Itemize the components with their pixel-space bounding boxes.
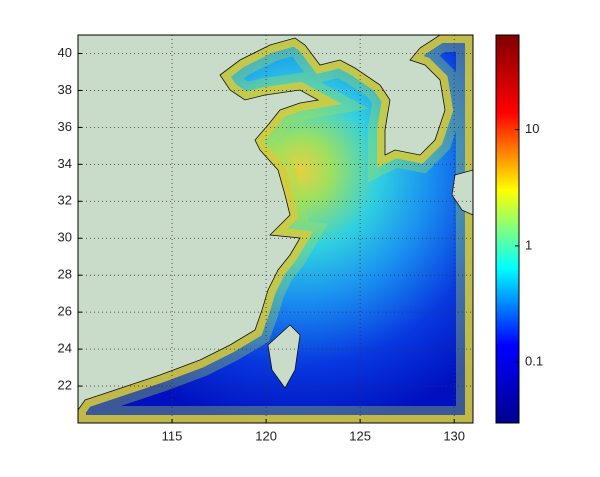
colorbar	[495, 34, 520, 424]
colorbar-tick-label: 10	[525, 121, 539, 136]
y-tick-label: 30	[58, 230, 72, 245]
y-tick-label: 34	[58, 156, 72, 171]
x-tick-label: 120	[255, 428, 277, 443]
island	[451, 169, 474, 216]
x-tick-label: 115	[162, 428, 183, 443]
x-tick-label: 130	[443, 428, 465, 443]
y-tick-label: 24	[58, 341, 72, 356]
y-tick-label: 36	[58, 119, 72, 134]
y-tick-label: 26	[58, 304, 72, 319]
x-tick-label: 125	[349, 428, 371, 443]
island	[267, 324, 301, 389]
y-tick-label: 32	[58, 193, 72, 208]
y-tick-label: 28	[58, 267, 72, 282]
y-tick-label: 22	[58, 377, 72, 392]
colorbar-tick-label: 0.1	[525, 354, 543, 369]
y-tick-label: 40	[58, 45, 72, 60]
colorbar-tick-label: 1	[525, 237, 532, 252]
y-tick-label: 38	[58, 82, 72, 97]
plot-frame	[77, 34, 474, 424]
grid	[78, 35, 473, 423]
